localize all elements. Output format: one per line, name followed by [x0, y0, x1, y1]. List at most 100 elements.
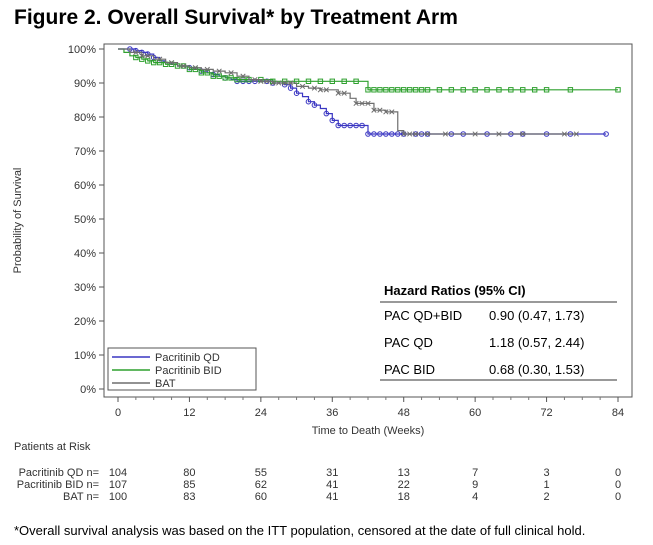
risk-value: 1	[544, 479, 550, 491]
risk-value: 2	[544, 491, 550, 503]
censor-mark	[151, 59, 157, 66]
censor-mark	[383, 87, 389, 93]
y-tick-label: 10%	[74, 350, 96, 362]
x-tick-label: 48	[398, 407, 410, 419]
censor-mark	[365, 87, 371, 93]
censor-mark	[353, 78, 359, 84]
censor-mark	[228, 70, 234, 76]
censor-mark	[401, 87, 407, 93]
censor-mark	[377, 131, 383, 137]
censor-mark	[317, 78, 324, 84]
risk-value: 22	[398, 479, 410, 491]
censor-mark	[287, 85, 294, 91]
censor-mark	[198, 70, 205, 76]
hazard-ratio-label: PAC QD	[384, 335, 433, 350]
censor-mark	[371, 87, 377, 93]
risk-value: 60	[255, 491, 267, 503]
censor-mark	[496, 131, 502, 137]
risk-row-label: BAT n=	[63, 491, 99, 503]
censor-mark	[287, 80, 294, 86]
hazard-ratio-label: PAC BID	[384, 362, 435, 377]
censor-mark	[520, 87, 526, 93]
censor-mark	[270, 80, 276, 86]
hazard-ratio-value: 0.68 (0.30, 1.53)	[489, 362, 584, 377]
censor-mark	[240, 73, 246, 79]
censor-mark	[531, 87, 538, 93]
censor-mark	[180, 63, 187, 69]
censor-mark	[460, 87, 466, 93]
risk-value: 41	[326, 479, 338, 491]
x-tick-label: 72	[540, 407, 552, 419]
censor-mark	[371, 131, 377, 137]
x-tick-label: 24	[255, 407, 267, 419]
censor-mark	[341, 122, 347, 129]
y-tick-label: 0%	[80, 384, 96, 396]
risk-value: 41	[326, 491, 338, 503]
censor-mark	[359, 100, 365, 107]
y-tick-label: 20%	[74, 316, 96, 328]
censor-mark	[484, 87, 490, 93]
censor-mark	[365, 100, 371, 107]
footnote: *Overall survival analysis was based on …	[14, 523, 586, 538]
x-tick-label: 0	[115, 407, 121, 419]
hazard-ratio-value: 1.18 (0.57, 2.44)	[489, 335, 584, 350]
censor-mark	[561, 131, 568, 137]
censor-mark	[406, 87, 413, 93]
x-tick-label: 60	[469, 407, 481, 419]
risk-value: 83	[183, 491, 195, 503]
censor-mark	[383, 131, 389, 137]
risk-value: 3	[544, 467, 550, 479]
censor-mark	[299, 83, 306, 90]
censor-mark	[353, 100, 359, 107]
censor-mark	[442, 131, 449, 137]
censor-mark	[335, 122, 342, 129]
censor-mark	[145, 53, 151, 59]
censor-mark	[258, 78, 264, 84]
censor-mark	[293, 90, 300, 96]
risk-value: 62	[255, 479, 267, 491]
censor-mark	[401, 131, 407, 137]
risk-value: 55	[255, 467, 267, 479]
censor-mark	[395, 87, 401, 93]
x-tick-label: 84	[612, 407, 624, 419]
y-tick-label: 80%	[74, 112, 96, 124]
censor-mark	[234, 76, 240, 83]
x-axis-label: Time to Death (Weeks)	[312, 425, 424, 437]
censor-mark	[573, 131, 579, 137]
censor-mark	[383, 109, 389, 115]
censor-mark	[305, 98, 312, 105]
censor-mark	[264, 78, 270, 84]
censor-mark	[133, 49, 139, 56]
censor-mark	[341, 90, 347, 96]
censor-mark	[317, 87, 324, 93]
censor-mark	[156, 59, 163, 66]
hazard-ratio-title: Hazard Ratios (95% CI)	[384, 283, 526, 298]
y-tick-label: 90%	[74, 78, 96, 90]
risk-value: 4	[472, 491, 478, 503]
censor-mark	[228, 75, 234, 81]
risk-value: 0	[615, 491, 621, 503]
censor-mark	[377, 107, 383, 113]
censor-mark	[508, 87, 514, 93]
censor-mark	[407, 131, 413, 137]
censor-mark	[371, 107, 377, 113]
censor-mark	[305, 78, 312, 84]
censor-mark	[323, 87, 329, 93]
risk-value: 104	[109, 467, 127, 479]
censor-mark	[543, 87, 550, 93]
censor-mark	[145, 58, 151, 64]
y-tick-label: 30%	[74, 282, 96, 294]
censor-mark	[157, 56, 163, 62]
hazard-ratio-label: PAC QD+BID	[384, 308, 462, 323]
censor-mark	[520, 131, 526, 137]
y-tick-label: 50%	[74, 214, 96, 226]
censor-mark	[204, 70, 210, 76]
risk-value: 0	[615, 479, 621, 491]
censor-mark	[311, 85, 318, 91]
censor-mark	[389, 87, 395, 93]
censor-mark	[252, 76, 258, 83]
series-line-1	[118, 48, 618, 91]
legend-label: Pacritinib QD	[155, 352, 220, 364]
figure-title: Figure 2. Overall Survival* by Treatment…	[14, 6, 458, 29]
risk-table-title: Patients at Risk	[14, 441, 91, 453]
